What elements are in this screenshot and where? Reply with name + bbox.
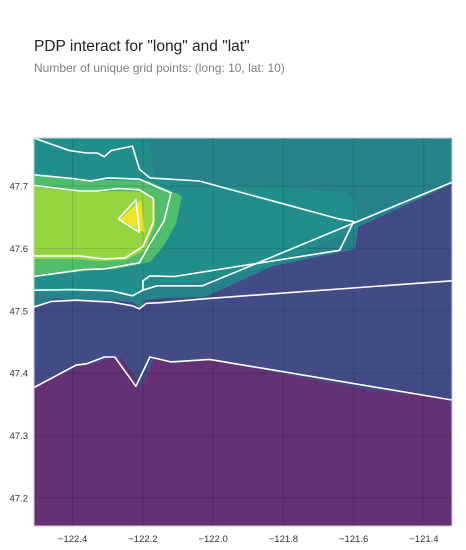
contour-line-boundary-2 bbox=[34, 280, 452, 310]
x-tick-label: −122.2 bbox=[128, 534, 157, 545]
y-tick-label: 47.6 bbox=[10, 244, 29, 255]
x-tick-label: −121.8 bbox=[269, 534, 298, 545]
contour-band-level-4 bbox=[34, 187, 155, 261]
y-tick-label: 47.3 bbox=[10, 431, 29, 442]
x-tick-label: −121.6 bbox=[339, 534, 368, 545]
chart-title: PDP interact for "long" and "lat" bbox=[34, 38, 250, 55]
x-tick-label: −121.4 bbox=[409, 534, 438, 545]
x-tick-label: −122.4 bbox=[58, 534, 87, 545]
contour-line-boundary-1 bbox=[34, 356, 452, 401]
x-tick-label: −122.0 bbox=[198, 534, 227, 545]
contour-line-boundary-3 bbox=[34, 181, 452, 297]
contour-line-boundary-6 bbox=[34, 184, 155, 260]
plot-border bbox=[33, 137, 453, 527]
y-tick-label: 47.4 bbox=[10, 369, 29, 380]
chart-subtitle: Number of unique grid points: (long: 10,… bbox=[34, 61, 285, 75]
contour-line-boundary-4 bbox=[34, 138, 355, 291]
y-tick-label: 47.7 bbox=[10, 182, 29, 193]
y-tick-label: 47.2 bbox=[10, 493, 29, 504]
contour-line-boundary-7 bbox=[117, 199, 141, 233]
y-tick-label: 47.5 bbox=[10, 306, 29, 317]
contour-line-boundary-5 bbox=[34, 174, 172, 278]
